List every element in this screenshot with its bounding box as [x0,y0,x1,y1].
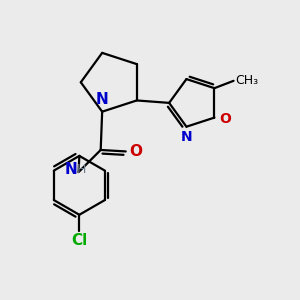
Text: O: O [129,144,142,159]
Text: CH₃: CH₃ [235,74,258,87]
Text: N: N [64,162,77,177]
Text: Cl: Cl [71,233,88,248]
Text: O: O [220,112,232,126]
Text: H: H [77,163,86,176]
Text: N: N [181,130,193,144]
Text: N: N [96,92,109,107]
